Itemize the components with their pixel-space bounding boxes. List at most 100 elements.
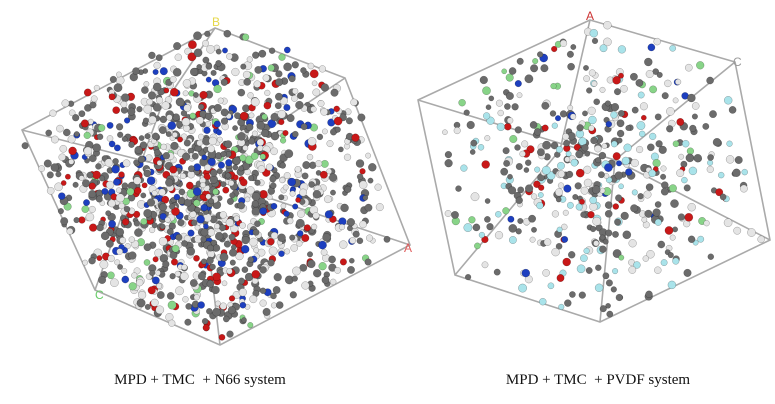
atom (208, 229, 215, 236)
atom (451, 211, 458, 218)
atom (349, 237, 355, 243)
atom (153, 257, 159, 263)
atom (503, 207, 510, 214)
atom (129, 282, 137, 290)
atom (629, 266, 636, 273)
atom (612, 268, 618, 274)
atom (641, 115, 646, 120)
atom (202, 155, 207, 160)
atom (313, 89, 320, 96)
atom (180, 272, 188, 280)
atom (515, 80, 522, 87)
atom (79, 176, 84, 181)
atom (124, 206, 130, 212)
atom (687, 94, 695, 102)
atom (552, 123, 558, 129)
atom (154, 62, 161, 69)
atom (141, 193, 146, 198)
atom (59, 154, 66, 161)
atom (100, 260, 108, 268)
atom (542, 166, 550, 174)
atom (163, 152, 170, 159)
atom (580, 255, 587, 262)
atom (616, 294, 623, 301)
atom (280, 177, 286, 183)
atom (177, 137, 182, 142)
atom (681, 177, 687, 183)
atom (571, 44, 576, 49)
atom (297, 241, 303, 247)
atom (503, 147, 510, 154)
atom (544, 239, 551, 246)
atom (202, 318, 208, 324)
atom (131, 273, 137, 279)
atom (129, 142, 135, 148)
caption: MPD + TMC + N66 system (114, 372, 286, 388)
atom (302, 282, 310, 290)
atom (218, 162, 225, 169)
atom (556, 146, 563, 153)
atom (713, 138, 721, 146)
atom (274, 273, 282, 281)
atom (129, 252, 137, 260)
atom (591, 137, 598, 144)
atom (159, 203, 167, 211)
atom (99, 176, 105, 182)
atom (192, 153, 198, 159)
atom (186, 303, 192, 309)
atom (136, 279, 143, 286)
atom (204, 127, 211, 134)
atom (459, 99, 466, 106)
atom (666, 107, 674, 115)
atom (264, 90, 270, 96)
atom (106, 211, 111, 216)
atom (625, 169, 632, 176)
atom (727, 141, 733, 147)
atom (586, 88, 592, 94)
atom (673, 141, 679, 147)
atom (619, 184, 624, 189)
atom (334, 117, 342, 125)
atom (113, 158, 119, 164)
atom (344, 154, 351, 161)
atom (237, 132, 245, 140)
atom (696, 61, 704, 69)
atom (97, 255, 102, 260)
atom (112, 165, 120, 173)
atom (153, 69, 159, 75)
atom (252, 207, 260, 215)
atom (215, 232, 223, 240)
atom (592, 38, 598, 44)
atom (201, 259, 207, 265)
atom (563, 258, 571, 266)
atom (638, 92, 644, 98)
atom (224, 30, 231, 37)
atom (497, 123, 505, 131)
atom (542, 141, 550, 149)
atom (555, 189, 563, 197)
atom (525, 75, 533, 83)
atom (317, 134, 323, 140)
atom (283, 130, 289, 136)
figure: B A C MPD + TMC + N66 system A C MPD + T… (0, 0, 775, 404)
atom (356, 160, 364, 168)
atom (576, 169, 584, 177)
atom (676, 169, 684, 177)
atom (590, 197, 597, 204)
atom (494, 269, 500, 275)
atom (483, 113, 490, 120)
atom (358, 114, 366, 122)
atom (593, 217, 601, 225)
atom (318, 241, 326, 249)
atom (138, 291, 146, 299)
atom (334, 106, 340, 112)
atom (73, 182, 79, 188)
atom (637, 121, 645, 129)
atom (668, 281, 676, 289)
atom (604, 164, 612, 172)
atom (280, 163, 286, 169)
atom (233, 175, 238, 180)
atom (319, 66, 326, 73)
atom (510, 135, 518, 143)
atom (201, 229, 209, 237)
